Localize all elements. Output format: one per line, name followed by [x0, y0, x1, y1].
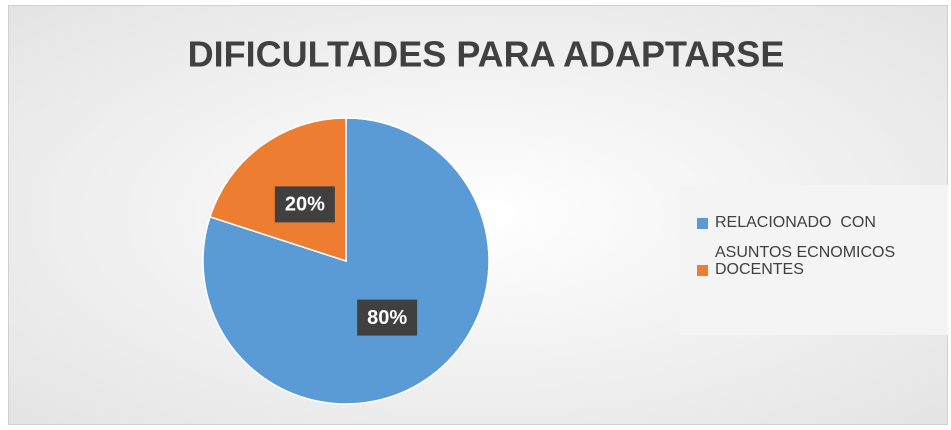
- legend-swatch: [697, 218, 708, 229]
- legend-label: DOCENTES: [715, 261, 804, 278]
- data-label-box: [357, 299, 418, 336]
- chart-title: DIFICULTADES PARA ADAPTARSE: [188, 34, 785, 75]
- data-label: 20%: [285, 194, 325, 216]
- legend: RELACIONADO CON ASUNTOS ECNOMICOS DOCENTE…: [680, 185, 948, 335]
- data-label: 80%: [367, 307, 407, 329]
- legend-label: RELACIONADO CON ASUNTOS ECNOMICOS: [715, 214, 896, 261]
- legend-swatch: [697, 265, 708, 276]
- data-label-box: [274, 186, 335, 223]
